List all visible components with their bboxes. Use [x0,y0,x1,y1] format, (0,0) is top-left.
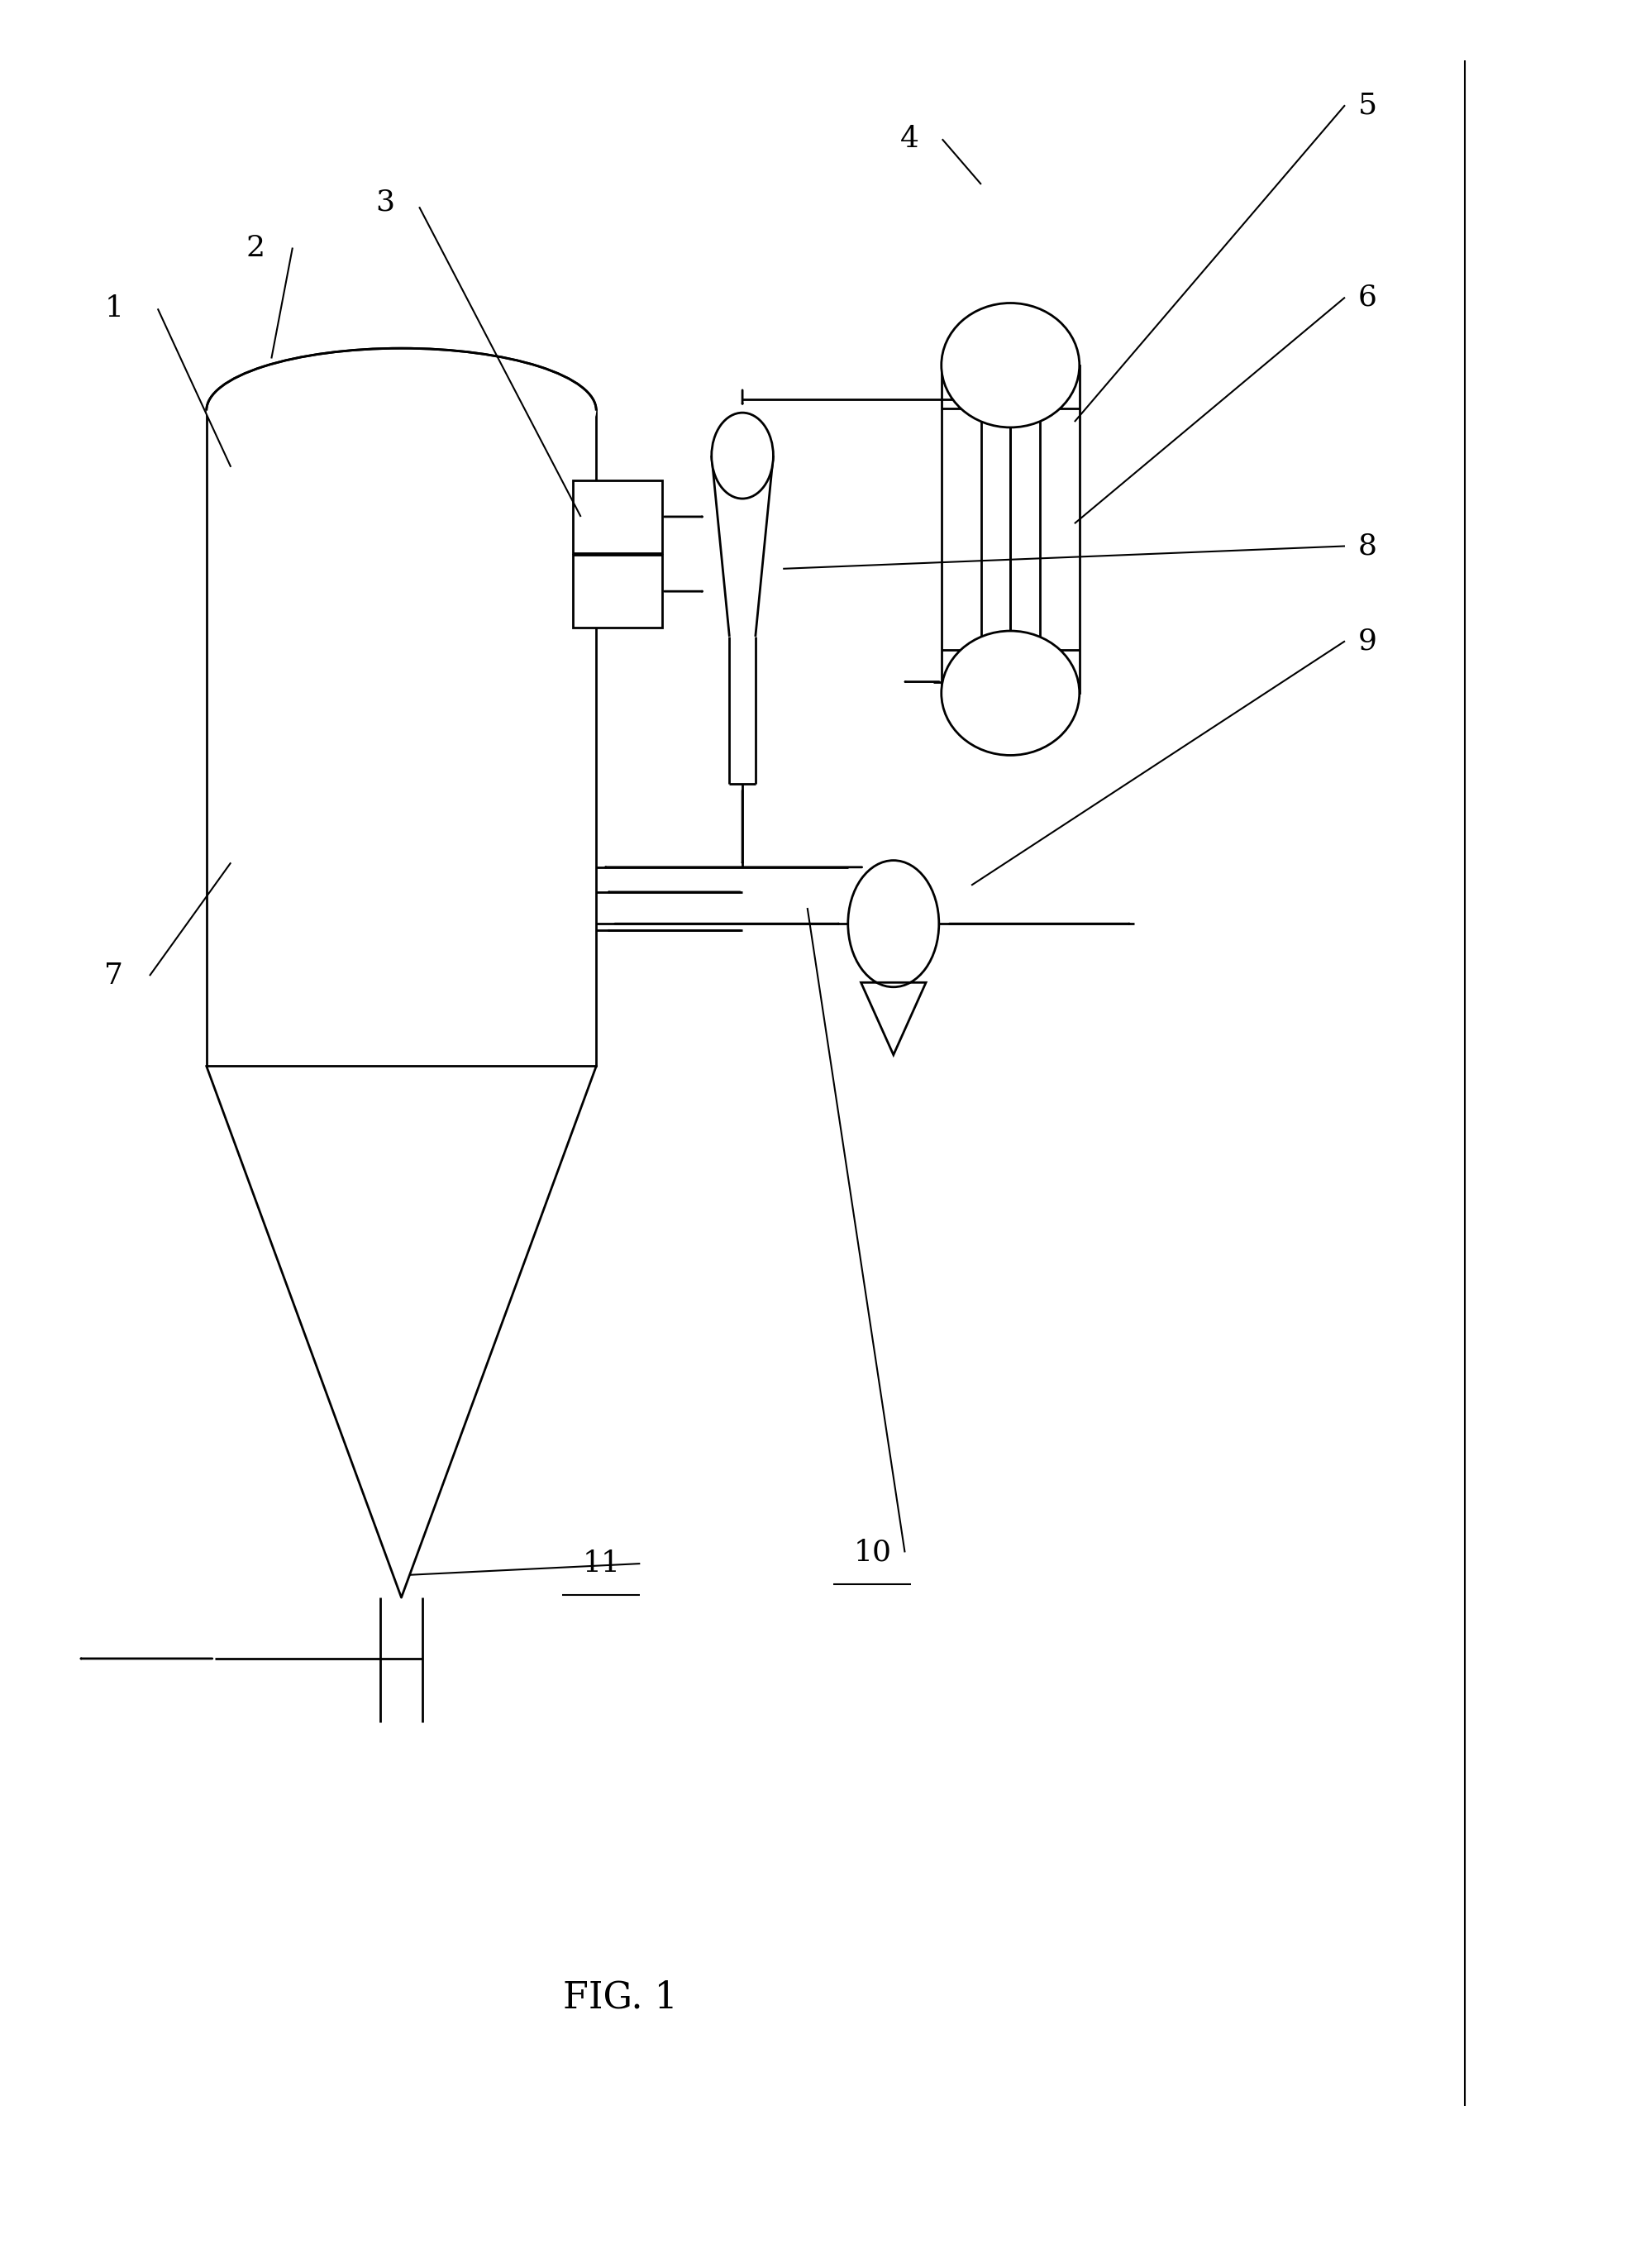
Bar [572,556,662,628]
Text: 7: 7 [104,962,124,989]
Text: 11: 11 [582,1549,620,1579]
Ellipse shape [941,304,1080,426]
Text: 3: 3 [375,188,395,215]
Bar [941,365,1080,694]
Text: 5: 5 [1359,91,1377,120]
Text: FIG. 1: FIG. 1 [563,1980,678,2016]
Text: 2: 2 [246,234,264,261]
Text: 9: 9 [1359,626,1377,655]
Bar [572,481,662,553]
Text: 10: 10 [853,1538,892,1567]
Text: 6: 6 [1359,284,1377,311]
Ellipse shape [711,413,773,499]
Ellipse shape [207,349,597,472]
Ellipse shape [941,631,1080,755]
Bar [207,411,597,1066]
Text: 1: 1 [104,295,124,322]
Text: 4: 4 [900,125,920,154]
Wedge shape [207,138,597,411]
Text: 8: 8 [1359,533,1377,560]
